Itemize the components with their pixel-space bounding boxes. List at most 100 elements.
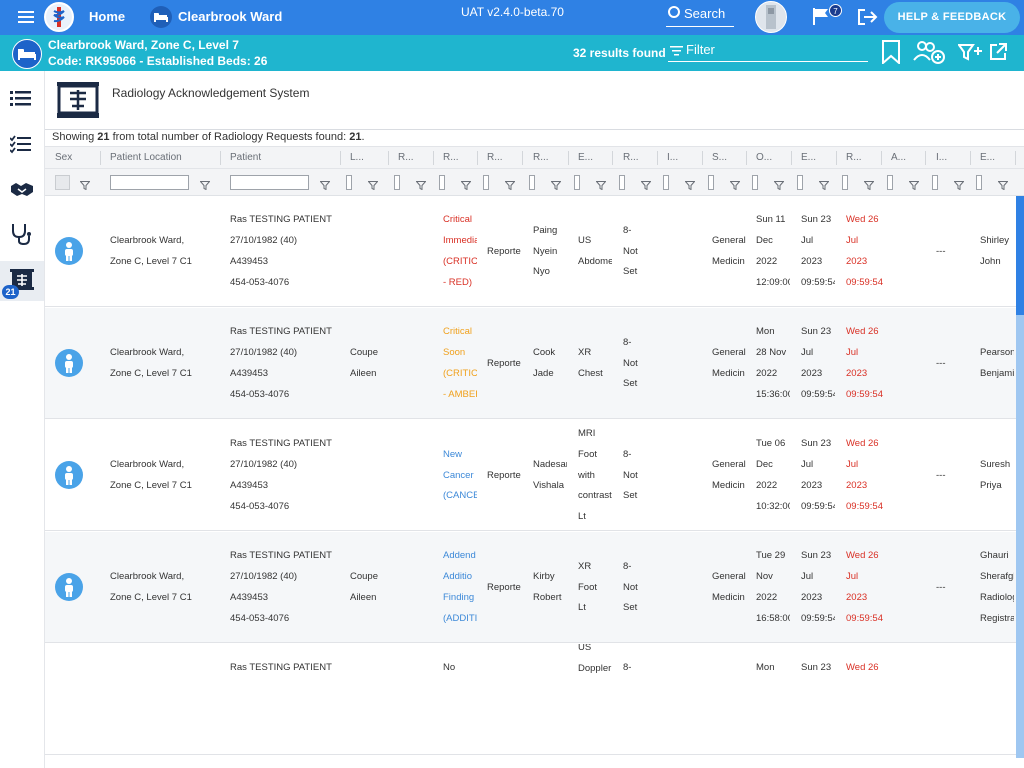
filter-funnel-icon[interactable] <box>729 177 741 191</box>
filter-funnel-icon[interactable] <box>199 177 211 191</box>
filter-funnel-icon[interactable] <box>367 177 379 191</box>
column-filter-input[interactable] <box>394 175 400 190</box>
column-separator[interactable] <box>340 151 341 165</box>
column-header[interactable]: R... <box>443 152 459 163</box>
column-separator[interactable] <box>568 151 569 165</box>
select-all-checkbox[interactable] <box>55 175 70 190</box>
column-separator[interactable] <box>925 151 926 165</box>
table-row[interactable]: Clearbrook Ward, Zone C, Level 7 C1 Ras TE… <box>45 532 1016 643</box>
column-header[interactable]: Patient Location <box>110 152 182 163</box>
table-row[interactable]: Ras TESTING PATIENT No US Doppler 8- Mon Sun 2… <box>45 644 1016 755</box>
column-filter-input[interactable] <box>663 175 669 190</box>
nav-list[interactable] <box>0 79 44 119</box>
filter-funnel-icon[interactable] <box>79 177 91 191</box>
column-header[interactable]: E... <box>578 152 594 163</box>
filter-funnel-icon[interactable] <box>319 177 331 191</box>
filter-funnel-icon[interactable] <box>640 177 652 191</box>
column-filter-input[interactable] <box>529 175 535 190</box>
column-header[interactable]: R... <box>846 152 862 163</box>
home-link[interactable]: Home <box>89 9 126 24</box>
filter-funnel-icon[interactable] <box>997 177 1009 191</box>
add-staff-icon[interactable] <box>913 40 945 64</box>
filter-funnel-icon[interactable] <box>460 177 472 191</box>
column-filter-input[interactable] <box>708 175 714 190</box>
column-header[interactable]: R... <box>533 152 549 163</box>
help-feedback-button[interactable]: HELP & FEEDBACK <box>884 2 1020 33</box>
ward-link[interactable]: Clearbrook Ward <box>178 9 283 24</box>
avatar[interactable] <box>755 1 787 33</box>
column-filter-input[interactable] <box>439 175 445 190</box>
column-header[interactable]: S... <box>712 152 728 163</box>
column-header[interactable]: R... <box>487 152 503 163</box>
column-filter-input[interactable] <box>110 175 189 190</box>
column-header[interactable]: R... <box>623 152 639 163</box>
column-separator[interactable] <box>1015 151 1016 165</box>
column-separator[interactable] <box>836 151 837 165</box>
filter-funnel-icon[interactable] <box>415 177 427 191</box>
filter-funnel-icon[interactable] <box>550 177 562 191</box>
filter-funnel-icon[interactable] <box>504 177 516 191</box>
column-filter-input[interactable] <box>797 175 803 190</box>
column-separator[interactable] <box>791 151 792 165</box>
filter-funnel-icon[interactable] <box>818 177 830 191</box>
filter-funnel-icon[interactable] <box>684 177 696 191</box>
column-header[interactable]: A... <box>891 152 907 163</box>
app-logo[interactable] <box>44 2 74 32</box>
table-row[interactable]: Clearbrook Ward, Zone C, Level 7 C1 Ras TE… <box>45 196 1016 307</box>
logout-icon[interactable] <box>858 9 878 25</box>
column-header[interactable]: I... <box>667 152 679 163</box>
nav-checklist[interactable] <box>0 125 44 165</box>
search-label[interactable]: Search <box>684 6 726 21</box>
column-separator[interactable] <box>522 151 523 165</box>
menu-icon[interactable] <box>18 11 34 24</box>
filter-funnel-icon[interactable] <box>773 177 785 191</box>
column-filter-input[interactable] <box>230 175 309 190</box>
column-filter-input[interactable] <box>887 175 893 190</box>
column-filter-input[interactable] <box>842 175 848 190</box>
column-separator[interactable] <box>388 151 389 165</box>
column-header[interactable]: L... <box>350 152 364 163</box>
column-separator[interactable] <box>881 151 882 165</box>
open-external-icon[interactable] <box>989 43 1007 61</box>
nav-handover[interactable] <box>0 170 44 210</box>
cell-line: Soon <box>443 347 466 359</box>
flag-icon[interactable] <box>812 8 830 25</box>
column-header[interactable]: Patient <box>230 152 262 163</box>
column-filter-input[interactable] <box>346 175 352 190</box>
column-header[interactable]: I... <box>936 152 948 163</box>
column-filter-input[interactable] <box>619 175 625 190</box>
column-separator[interactable] <box>612 151 613 165</box>
filter-funnel-icon[interactable] <box>595 177 607 191</box>
column-separator[interactable] <box>746 151 747 165</box>
search-button[interactable] <box>666 5 734 27</box>
scrollbar-thumb[interactable] <box>1016 196 1024 315</box>
bookmark-icon[interactable] <box>881 40 901 66</box>
column-header[interactable]: R... <box>398 152 414 163</box>
nav-clinical[interactable] <box>0 215 44 255</box>
column-header[interactable]: O... <box>756 152 773 163</box>
column-header[interactable]: E... <box>801 152 817 163</box>
filter-label[interactable]: Filter <box>686 42 715 57</box>
column-separator[interactable] <box>100 151 101 165</box>
column-filter-input[interactable] <box>752 175 758 190</box>
column-separator[interactable] <box>970 151 971 165</box>
table-row[interactable]: Clearbrook Ward, Zone C, Level 7 C1 Ras TE… <box>45 420 1016 531</box>
column-separator[interactable] <box>702 151 703 165</box>
column-separator[interactable] <box>433 151 434 165</box>
column-filter-input[interactable] <box>483 175 489 190</box>
column-header[interactable]: E... <box>980 152 996 163</box>
filter-funnel-icon[interactable] <box>953 177 965 191</box>
table-row[interactable]: Clearbrook Ward, Zone C, Level 7 C1 Ras TE… <box>45 308 1016 419</box>
column-filter-input[interactable] <box>976 175 982 190</box>
column-filter-input[interactable] <box>574 175 580 190</box>
filter-funnel-icon[interactable] <box>908 177 920 191</box>
add-filter-icon[interactable] <box>957 43 984 61</box>
column-separator[interactable] <box>477 151 478 165</box>
column-filter-input[interactable] <box>932 175 938 190</box>
filter-input[interactable] <box>668 40 868 62</box>
column-header[interactable]: Sex <box>55 152 73 163</box>
filter-funnel-icon[interactable] <box>863 177 875 191</box>
nav-radiology[interactable]: 21 <box>0 261 44 301</box>
column-separator[interactable] <box>220 151 221 165</box>
column-separator[interactable] <box>657 151 658 165</box>
